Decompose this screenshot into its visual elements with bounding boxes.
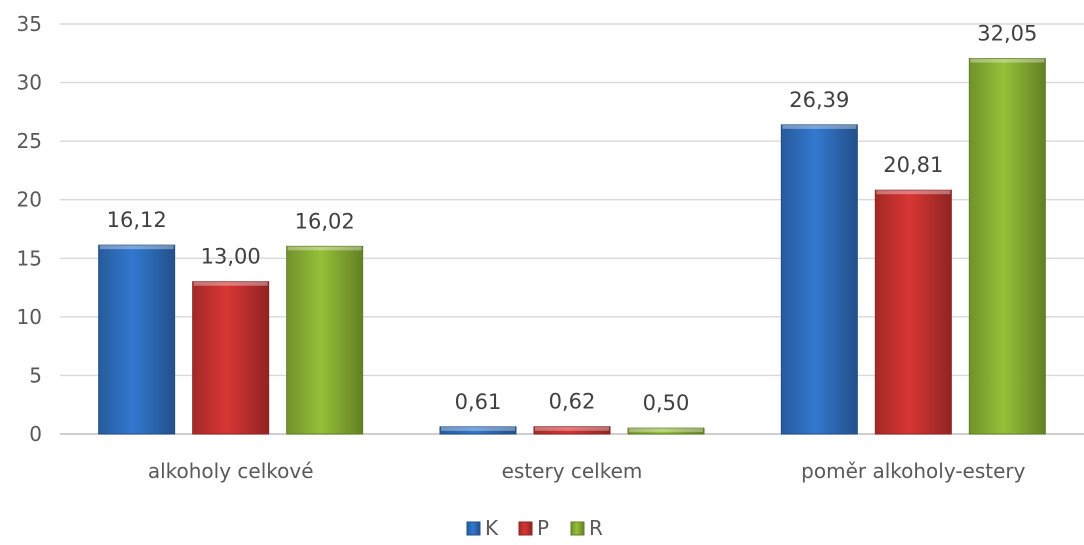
bar-r [286, 245, 364, 435]
data-label: 20,81 [883, 153, 943, 177]
x-axis-category-labels: alkoholy celkové estery celkem poměr alkoh… [148, 459, 1026, 483]
x-category-label: poměr alkoholy-estery [801, 459, 1025, 483]
y-axis-tick-labels: 0 5 10 15 20 25 30 35 [17, 12, 42, 446]
y-tick-label: 5 [29, 363, 42, 387]
data-labels: 16,12 13,00 16,02 0,61 0,62 0,50 26,39 20,81 32,… [107, 22, 1038, 416]
bars [98, 58, 1046, 435]
bar-highlight [782, 124, 857, 129]
data-label: 26,39 [789, 88, 849, 112]
y-tick-label: 35 [17, 12, 42, 36]
bar-r [627, 427, 705, 435]
y-tick-label: 25 [17, 129, 42, 153]
y-tick-label: 15 [17, 246, 42, 270]
bar-r [968, 58, 1046, 435]
legend-swatch-p [518, 521, 533, 536]
y-tick-label: 30 [17, 71, 42, 95]
data-label: 0,50 [643, 391, 690, 415]
legend-label: P [537, 516, 549, 540]
bar-highlight [535, 426, 609, 431]
bar-k [439, 426, 517, 435]
data-label: 0,62 [549, 390, 596, 414]
y-tick-label: 20 [17, 188, 42, 212]
bar-highlight [441, 426, 515, 431]
y-tick-label: 10 [17, 305, 42, 329]
bar-p [874, 189, 952, 435]
bar-k [780, 124, 858, 435]
data-label: 13,00 [201, 245, 261, 269]
bar-highlight [99, 245, 174, 250]
bar-highlight [287, 246, 362, 251]
bar-p [533, 426, 611, 435]
legend-label: R [589, 516, 603, 540]
data-label: 16,12 [107, 208, 167, 232]
x-category-label: estery celkem [502, 459, 643, 483]
bar-p [192, 281, 270, 435]
bar-highlight [629, 428, 703, 433]
data-label: 16,02 [295, 209, 355, 233]
y-tick-label: 0 [29, 422, 42, 446]
legend-label: K [485, 516, 499, 540]
bar-highlight [970, 58, 1045, 63]
bar-highlight [876, 190, 951, 195]
bar-k [98, 244, 176, 435]
legend-swatch-k [466, 521, 481, 536]
data-label: 32,05 [977, 22, 1037, 46]
x-category-label: alkoholy celkové [148, 459, 314, 483]
data-label: 0,61 [455, 390, 502, 414]
bar-highlight [193, 281, 268, 286]
legend-swatch-r [570, 521, 585, 536]
